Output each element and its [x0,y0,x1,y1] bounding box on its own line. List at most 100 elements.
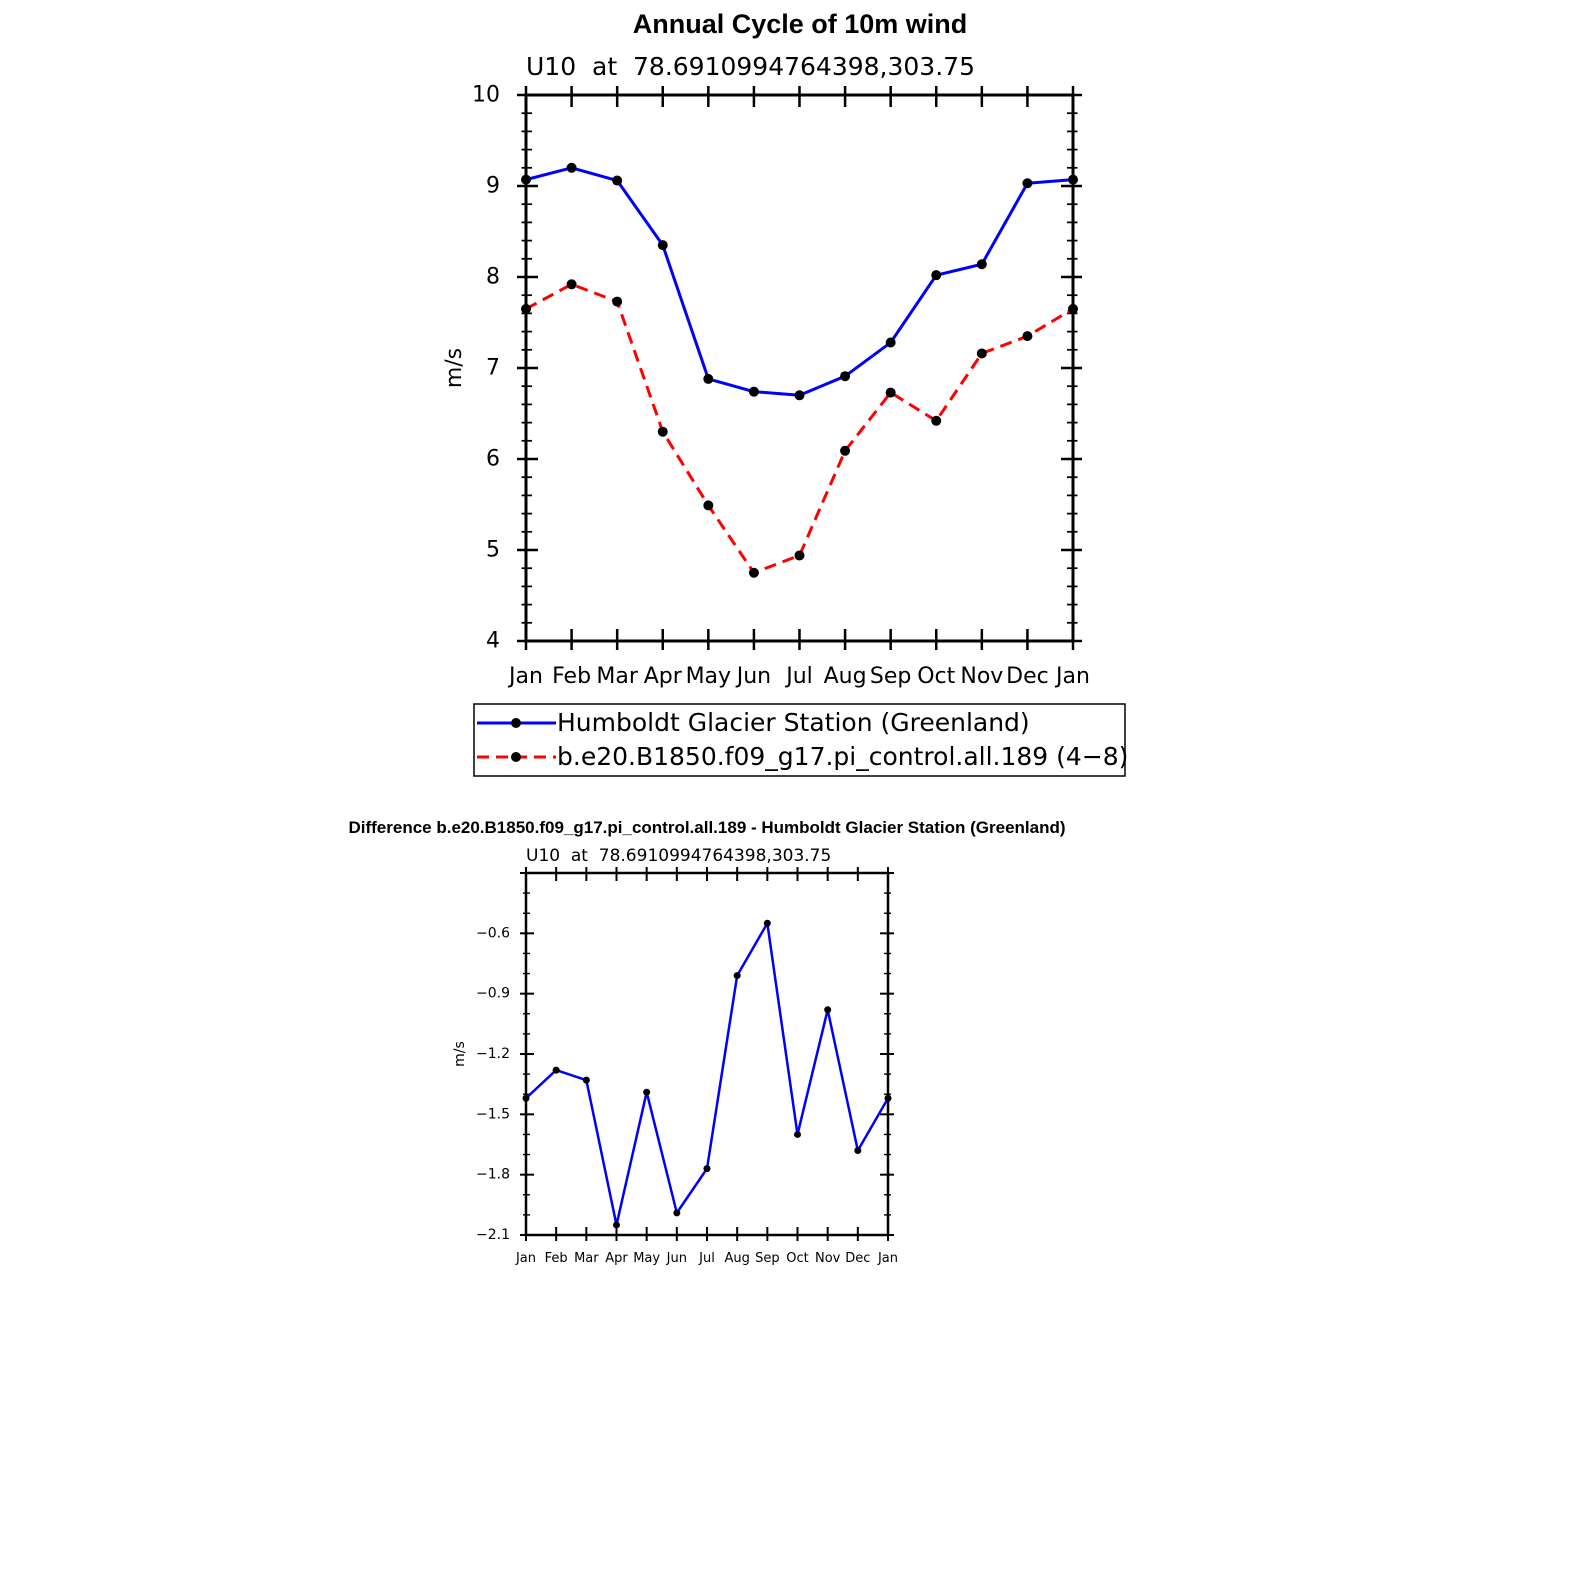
y-tick-label: −1.8 [476,1167,510,1183]
series-1-point [612,296,623,307]
series-1-point [1068,303,1078,314]
series-0-point [657,240,668,251]
y-tick-label: −1.5 [476,1106,510,1122]
x-tick-label: Feb [552,664,591,689]
series-line-1 [525,282,1074,575]
y-tick-label: 8 [486,265,500,290]
series-0-point [748,386,759,397]
series-1-point [703,500,714,511]
series-1-point [794,550,805,561]
chart2-y-tick-labels: −2.1 −1.8 −1.5 −1.2 −0.9 −0.6 [476,925,510,1243]
series-1-point [566,279,577,290]
chart2-plot-frame [524,871,890,1237]
series-0-point [1068,174,1078,185]
chart1-y-tick-labels: 4 5 6 7 8 9 10 [472,83,500,654]
chart2-series [522,919,892,1229]
x-tick-label: Jul [698,1251,715,1266]
y-tick-label: −0.6 [476,925,510,941]
series-1-point [657,426,668,437]
series-0-point [794,1130,801,1138]
chart1-series [521,162,1078,578]
x-tick-label: Feb [545,1251,568,1266]
series-1-point [748,567,759,578]
series-0-point [840,371,851,382]
x-tick-label: Nov [815,1251,841,1266]
chart2-y-axis-label: m/s [452,1041,468,1067]
series-0-point [824,1006,832,1014]
difference-chart: Difference b.e20.B1850.f09_g17.pi_contro… [348,818,1065,1266]
x-tick-label: Apr [605,1251,628,1266]
series-0-point [582,1076,590,1084]
legend-marker-model [511,752,521,762]
chart1-subtitle: U10 at 78.6910994764398,303.75 [526,52,975,81]
x-tick-label: Mar [574,1251,599,1266]
series-line-0 [525,922,890,1227]
x-tick-label: Jan [515,1251,536,1266]
series-0-point [733,972,741,980]
y-tick-label: 9 [486,174,500,199]
x-tick-label: Jan [877,1251,898,1266]
x-tick-label: Aug [824,664,867,689]
chart1-y-axis-label: m/s [442,348,467,388]
series-0-point [703,1165,711,1173]
x-tick-label: Oct [786,1251,808,1266]
y-tick-label: 4 [486,629,500,654]
y-tick-label: 7 [486,356,500,381]
series-0-point [854,1147,862,1155]
legend-box [473,703,1126,777]
series-0-point [885,337,896,348]
series-1-point [521,303,531,314]
series-0-point [613,1221,620,1229]
x-tick-label: May [686,664,731,689]
series-1-point [840,445,851,456]
legend-label-observed: Humboldt Glacier Station (Greenland) [557,708,1030,737]
x-tick-label: Dec [1006,664,1049,689]
series-0-point [1022,178,1033,189]
x-tick-label: Jun [666,1251,687,1266]
legend-marker-observed [511,718,521,728]
x-tick-label: Sep [870,664,911,689]
chart1-legend: Humboldt Glacier Station (Greenland) b.e… [473,703,1128,777]
chart2-title: Difference b.e20.B1850.f09_g17.pi_contro… [348,818,1065,837]
series-0-point [521,174,531,185]
legend-label-model: b.e20.B1850.f09_g17.pi_control.all.189 (… [557,742,1128,771]
y-tick-label: −2.1 [476,1227,510,1243]
chart2-ticks [520,867,894,1241]
x-tick-label: Apr [644,664,683,689]
series-1-point [885,387,896,398]
legend-entry-observed: Humboldt Glacier Station (Greenland) [477,708,1030,737]
series-line-0 [525,166,1074,397]
x-tick-label: Sep [755,1251,780,1266]
series-1-point [931,415,942,426]
y-tick-label: −0.9 [476,986,510,1002]
x-tick-label: Jan [1054,664,1090,689]
series-0-point [673,1209,681,1217]
annual-cycle-chart: Annual Cycle of 10m wind U10 at 78.69109… [442,9,1128,777]
x-tick-label: Mar [596,664,638,689]
chart1-x-tick-labels: Jan Feb Mar Apr May Jun Jul Aug Sep Oct Nov Dec Jan [507,664,1090,689]
y-tick-label: 10 [472,83,500,108]
x-tick-label: Jul [784,664,813,689]
series-1-point [976,348,987,359]
series-0-point [566,162,577,173]
x-tick-label: Dec [845,1251,870,1266]
chart2-x-tick-labels: Jan Feb Mar Apr May Jun Jul Aug Sep Oct Nov Dec Jan [515,1251,898,1266]
x-tick-label: Jun [735,664,771,689]
series-0-point [703,373,714,384]
y-tick-label: −1.2 [476,1046,510,1062]
y-tick-label: 6 [486,447,500,472]
series-0-point [552,1066,560,1074]
y-tick-label: 5 [486,538,500,563]
series-0-point [612,175,623,186]
x-tick-label: Oct [917,664,955,689]
x-tick-label: Aug [724,1251,749,1266]
series-0-point [976,259,987,270]
series-0-point [794,390,805,401]
x-tick-label: Nov [960,664,1003,689]
series-0-point [763,919,771,927]
x-tick-label: Jan [507,664,543,689]
series-0-point [643,1088,651,1096]
chart1-title: Annual Cycle of 10m wind [633,9,968,39]
chart1-ticks [517,86,1082,650]
